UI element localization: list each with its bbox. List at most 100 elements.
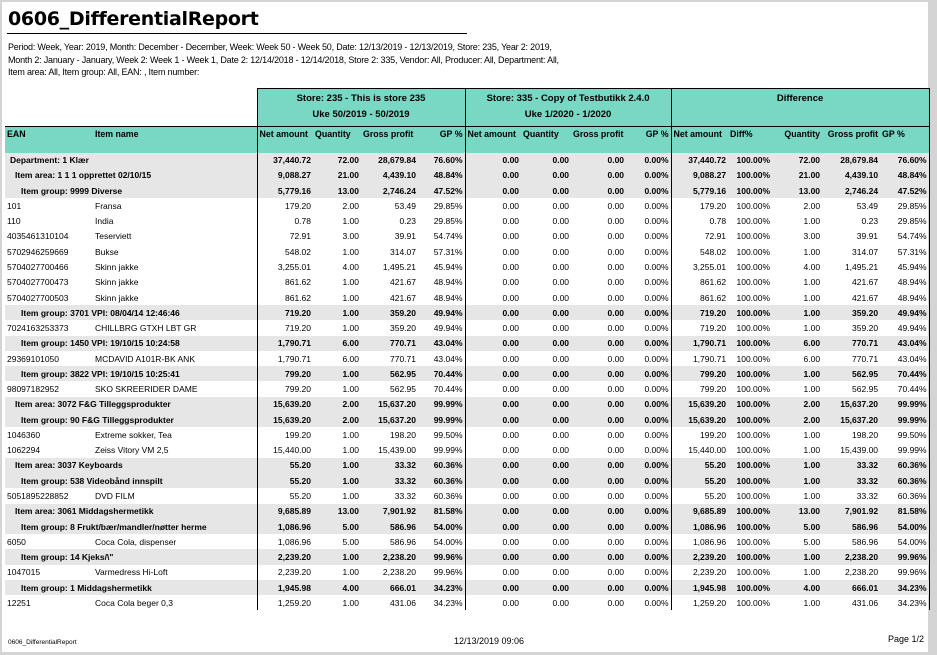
store2-gp-percent-cell: 0.00% <box>626 518 672 535</box>
diff-diff-percent-cell: 100.00% <box>736 246 771 257</box>
group-label: Item group: 90 F&G Tilleggsprodukter <box>5 412 257 428</box>
store2-quantity-cell: 0.00 <box>552 445 570 456</box>
diff-gross-profit-cell: 15,637.20 <box>822 396 881 413</box>
diff-net-amount-cell: 55.20 <box>670 457 729 474</box>
ean-cell: 1047015 <box>7 567 41 578</box>
store2-gross-profit-cell: 0.00 <box>571 167 627 184</box>
store1-quantity-cell: 4.00 <box>342 261 359 272</box>
store1-gp-percent-cell: 49.94% <box>433 323 463 334</box>
diff-gp-percent-cell: 54.00% <box>880 518 930 535</box>
col-ean: EAN <box>5 126 93 153</box>
store2-net-amount-cell: 0.00 <box>464 350 522 367</box>
store1-gross-profit-cell: 2,238.20 <box>361 549 418 565</box>
store2-gp-percent-cell: 0.00% <box>644 246 669 257</box>
diff-gross-profit-cell: 770.71 <box>852 353 879 364</box>
store1-gross-profit-cell: 15,637.20 <box>361 412 418 428</box>
diff-net-amount-cell: 861.62 <box>670 274 729 290</box>
diff-gross-profit-cell: 586.96 <box>822 518 881 535</box>
diff-diff-percent-cell: 100.00% <box>728 579 773 596</box>
store2-net-amount-cell: 0.00 <box>464 289 522 306</box>
store1-quantity-cell: 1.00 <box>342 277 359 288</box>
store2-quantity-cell: 0.00 <box>521 335 572 351</box>
store2-gross-profit-cell: 0.00 <box>607 490 625 501</box>
item-name-cell: MCDAVID A101R-BK ANK <box>95 353 195 364</box>
footer-timestamp: 12/13/2019 09:06 <box>454 636 525 646</box>
store2-gp-percent-cell: 0.00% <box>644 292 669 303</box>
store1-gross-profit-cell: 53.49 <box>394 200 416 211</box>
diff-gp-percent-cell: 48.84% <box>880 167 930 184</box>
group-row: Item group: 90 F&G Tilleggsprodukter 15,6… <box>5 412 930 428</box>
diff-gross-profit-cell: 198.20 <box>852 429 879 440</box>
store1-gross-profit-cell: 314.07 <box>390 246 416 257</box>
diff-quantity-cell: 1.00 <box>803 292 821 303</box>
diff-net-amount-cell: 719.20 <box>670 320 729 336</box>
diff-gross-profit-cell: 1,495.21 <box>844 261 879 272</box>
item-name-cell: DVD FILM <box>95 490 135 501</box>
store2-period: Uke 1/2020 - 1/2020 <box>464 108 672 127</box>
store1-gp-percent-cell: 54.00% <box>433 536 463 547</box>
store2-quantity-cell: 0.00 <box>552 567 570 578</box>
ean-cell: 29369101050 <box>7 353 60 364</box>
ean-cell: 5704027700503 <box>7 292 69 303</box>
diff-diff-percent-cell: 100.00% <box>728 503 773 519</box>
store2-gross-profit-cell: 0.00 <box>571 305 627 321</box>
store1-net-amount-cell: 1,259.20 <box>256 595 313 611</box>
diff-diff-percent-cell: 100.00% <box>736 490 771 501</box>
diff-gross-profit-cell: 359.20 <box>852 323 879 334</box>
diff-gross-profit-cell: 7,901.92 <box>822 503 881 519</box>
store2-quantity-cell: 0.00 <box>521 549 572 565</box>
diff-gross-profit-cell: 2,238.20 <box>844 567 879 578</box>
diff-gp-percent-cell: 29.85% <box>880 213 930 229</box>
store2-net-amount-cell: 0.00 <box>464 335 522 351</box>
store2-gp-percent-cell: 0.00% <box>644 261 669 272</box>
diff-gross-profit-cell: 33.32 <box>822 473 881 489</box>
store1-quantity-cell: 4.00 <box>313 579 361 596</box>
diff-quantity-cell: 4.00 <box>772 579 823 596</box>
store1-header: Store: 235 - This is store 235 <box>256 88 466 109</box>
diff-quantity-cell: 1.00 <box>803 597 821 608</box>
store1-gross-profit-cell: 0.23 <box>399 216 416 227</box>
diff-net-amount-cell: 15,639.20 <box>670 412 729 428</box>
store2-gp-percent-cell: 0.00% <box>626 549 672 565</box>
store2-gross-profit-cell: 0.00 <box>571 518 627 535</box>
diff-gp-percent-cell: 48.94% <box>880 289 930 306</box>
diff-gp-percent-cell: 99.99% <box>880 412 930 428</box>
table-row: 12251 Coca Cola beger 0,3 1,259.20 1.00 431.… <box>5 595 930 611</box>
differential-report-table: Store: 235 - This is store 235 Store: 33… <box>5 88 930 611</box>
store1-quantity-cell: 1.00 <box>342 292 359 303</box>
diff-gp-percent-cell: 81.58% <box>880 503 930 519</box>
store1-gross-profit-cell: 562.95 <box>390 384 416 395</box>
diff-net-amount-cell: 1,259.20 <box>670 595 729 611</box>
ean-cell: 1046360 <box>7 429 41 440</box>
store2-quantity-cell: 0.00 <box>552 490 570 501</box>
diff-quantity-cell: 1.00 <box>803 490 821 501</box>
diff-diff-percent-cell: 100.00% <box>728 518 773 535</box>
diff-diff-percent-cell: 100.00% <box>736 323 771 334</box>
store2-net-amount-cell: 0.00 <box>464 228 522 245</box>
diff-quantity-cell: 1.00 <box>803 216 821 227</box>
item-name-cell: Coca Cola, dispenser <box>95 536 177 547</box>
diff-diff-percent-cell: 100.00% <box>736 200 771 211</box>
store1-gp-percent-cell: 99.50% <box>433 429 463 440</box>
store2-gp-percent-cell: 0.00% <box>644 277 669 288</box>
store1-gross-profit-cell: 7,901.92 <box>361 503 418 519</box>
store1-gross-profit-cell: 33.32 <box>361 473 418 489</box>
store1-gross-profit-cell: 421.67 <box>390 277 416 288</box>
store2-gross-profit-cell: 0.00 <box>571 503 627 519</box>
store2-gross-profit-cell: 0.00 <box>607 261 625 272</box>
store1-gp-percent-cell: 49.94% <box>418 305 466 321</box>
store1-period: Uke 50/2019 - 50/2019 <box>256 108 466 127</box>
store2-gp-percent-cell: 0.00% <box>626 579 672 596</box>
group-label: Item group: 14 Kjeks/\" <box>5 549 257 565</box>
ean-cell: 7024163253373 <box>7 323 69 334</box>
store1-net-amount-cell: 37,440.72 <box>256 152 313 168</box>
store1-net-amount-cell: 55.20 <box>256 457 313 474</box>
col-s1-gp: GP % <box>418 126 466 153</box>
store1-gross-profit-cell: 4,439.10 <box>361 167 418 184</box>
store1-gross-profit-cell: 15,637.20 <box>361 396 418 413</box>
diff-diff-percent-cell: 100.00% <box>736 597 771 608</box>
group-row: Department: 1 Klær 37,440.72 72.00 28,679.8… <box>5 152 930 168</box>
store1-gp-percent-cell: 99.96% <box>418 549 466 565</box>
store1-net-amount-cell: 55.20 <box>256 488 313 504</box>
store1-quantity-cell: 1.00 <box>342 384 359 395</box>
